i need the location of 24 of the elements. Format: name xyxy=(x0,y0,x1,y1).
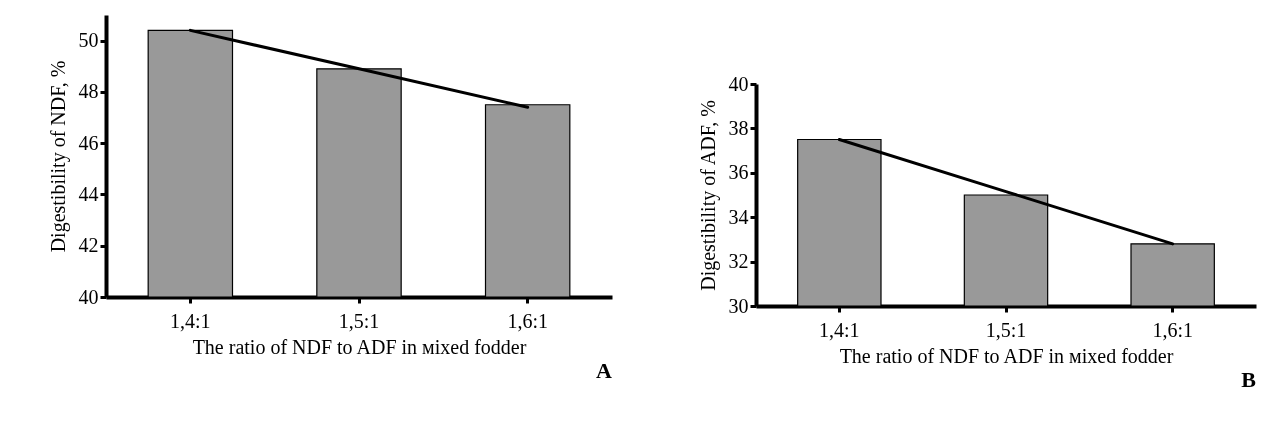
y-tick-label: 32 xyxy=(728,250,749,273)
y-axis-title: Digestibility of ADF, % xyxy=(696,100,720,291)
y-tick-label: 50 xyxy=(78,29,99,52)
y-tick-label: 46 xyxy=(78,131,99,154)
y-tick-label: 48 xyxy=(78,80,99,103)
y-tick-label: 30 xyxy=(728,294,749,317)
y-tick-label: 36 xyxy=(728,161,749,184)
x-tick-label: 1,6:1 xyxy=(1152,318,1193,341)
x-axis-title: The ratio of NDF to ADF in мixed fodder xyxy=(839,344,1174,367)
x-tick-label: 1,6:1 xyxy=(507,309,548,332)
x-tick-label: 1,4:1 xyxy=(819,318,860,341)
x-tick-label: 1,5:1 xyxy=(338,309,380,332)
text: A xyxy=(596,358,613,383)
y-axis-title: Digestibility of NDF, % xyxy=(46,60,70,253)
y-tick-label: 42 xyxy=(78,234,99,257)
x-tick-label: 1,4:1 xyxy=(170,309,211,332)
y-tick-label: 40 xyxy=(78,285,99,308)
x-axis-title: The ratio of NDF to ADF in мixed fodder xyxy=(192,335,527,358)
text: B xyxy=(1241,367,1257,392)
y-tick-label: 40 xyxy=(728,72,749,95)
y-tick-label: 34 xyxy=(728,205,749,228)
y-tick-label: 44 xyxy=(78,182,99,205)
x-tick-label: 1,5:1 xyxy=(985,318,1027,341)
y-tick-label: 38 xyxy=(728,116,749,139)
